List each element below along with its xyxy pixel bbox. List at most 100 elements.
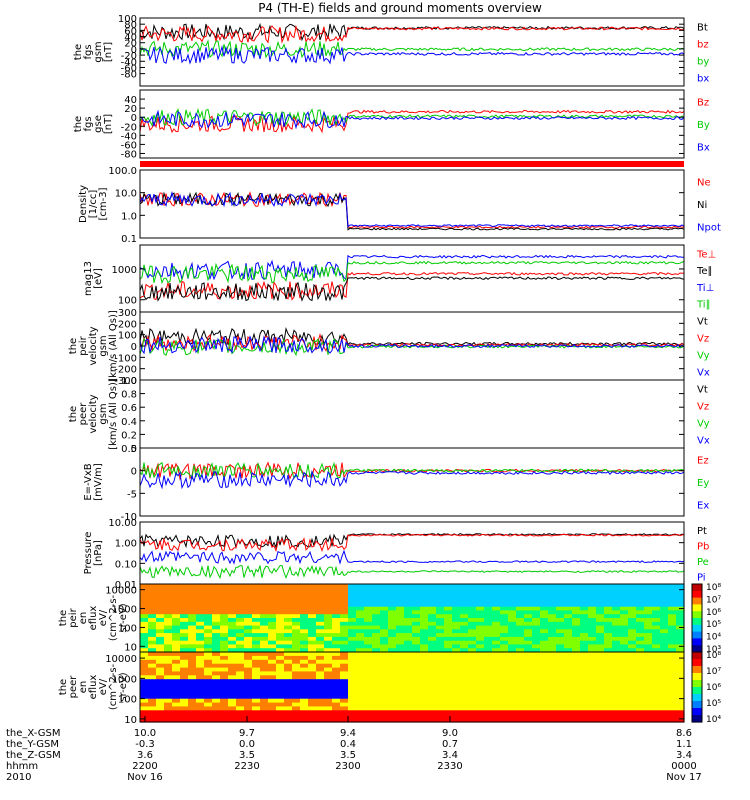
colorbar-cell xyxy=(692,621,702,626)
heatmap-cell xyxy=(540,702,549,708)
heatmap-cell xyxy=(556,584,565,589)
heatmap-cell xyxy=(492,640,501,646)
heatmap-cell xyxy=(604,629,613,634)
heatmap-cell xyxy=(548,671,557,676)
heatmap-cell xyxy=(548,714,557,719)
heatmap-cell xyxy=(196,629,205,634)
heatmap-cell xyxy=(316,706,325,711)
legend-bx: bx xyxy=(697,74,709,85)
heatmap-cell xyxy=(644,629,653,634)
heatmap-cell xyxy=(148,679,157,684)
colorbar-cell xyxy=(692,631,702,636)
heatmap-cell xyxy=(252,610,261,615)
heatmap-cell xyxy=(516,683,525,688)
heatmap-cell xyxy=(388,629,397,634)
heatmap-cell xyxy=(228,710,237,715)
heatmap-cell xyxy=(220,602,229,608)
heatmap-cell xyxy=(404,621,413,627)
heatmap-cell xyxy=(636,683,645,688)
heatmap-cell xyxy=(612,614,621,619)
heatmap-cell xyxy=(300,610,309,615)
legend-Vt: Vt xyxy=(697,385,708,396)
heatmap-cell xyxy=(228,633,237,638)
heatmap-cell xyxy=(380,587,389,593)
heatmap-cell xyxy=(500,659,509,665)
heatmap-cell xyxy=(612,710,621,715)
heatmap-cell xyxy=(356,644,365,649)
heatmap-cell xyxy=(268,718,277,723)
heatmap-cell xyxy=(388,694,397,700)
heatmap-cell xyxy=(204,587,213,593)
heatmap-cell xyxy=(484,702,493,708)
heatmap-cell xyxy=(188,710,197,715)
heatmap-cell xyxy=(564,655,573,661)
heatmap-cell xyxy=(484,714,493,719)
heatmap-cell xyxy=(660,702,669,708)
heatmap-cell xyxy=(532,610,541,615)
heatmap-cell xyxy=(588,584,597,589)
heatmap-cell xyxy=(148,610,157,615)
heatmap-cell xyxy=(204,621,213,627)
y-axis-label: [km/s (All Qs)] xyxy=(108,378,119,450)
heatmap-cell xyxy=(276,702,285,708)
series-line-Vy xyxy=(139,337,685,357)
heatmap-cell xyxy=(332,679,341,684)
heatmap-cell xyxy=(260,591,269,596)
heatmap-cell xyxy=(180,694,189,700)
heatmap-cell xyxy=(268,702,277,708)
heatmap-cell xyxy=(172,629,181,634)
heatmap-cell xyxy=(660,584,669,589)
heatmap-cell xyxy=(516,629,525,634)
heatmap-cell xyxy=(436,714,445,719)
heatmap-cell xyxy=(420,640,429,646)
heatmap-cell xyxy=(140,659,149,665)
heatmap-cell xyxy=(364,587,373,593)
heatmap-cell xyxy=(188,694,197,700)
heatmap-cell xyxy=(468,606,477,612)
heatmap-cell xyxy=(284,694,293,700)
heatmap-cell xyxy=(676,667,685,673)
heatmap-cell xyxy=(268,610,277,615)
heatmap-cell xyxy=(148,591,157,596)
heatmap-cell xyxy=(340,625,349,630)
heatmap-cell xyxy=(540,706,549,711)
heatmap-cell xyxy=(460,687,469,692)
heatmap-cell xyxy=(620,633,629,638)
heatmap-cell xyxy=(396,652,405,657)
heatmap-cell xyxy=(652,625,661,630)
heatmap-cell xyxy=(156,718,165,723)
heatmap-cell xyxy=(204,667,213,673)
heatmap-cell xyxy=(636,671,645,676)
heatmap-cell xyxy=(220,636,229,642)
heatmap-cell xyxy=(436,679,445,684)
heatmap-cell xyxy=(420,614,429,619)
heatmap-cell xyxy=(460,675,469,680)
heatmap-cell xyxy=(164,614,173,619)
heatmap-cell xyxy=(196,591,205,596)
heatmap-cell xyxy=(508,633,517,638)
heatmap-cell xyxy=(452,718,461,723)
heatmap-cell xyxy=(436,671,445,676)
heatmap-cell xyxy=(668,606,677,612)
heatmap-cell xyxy=(580,587,589,593)
heatmap-cell xyxy=(548,710,557,715)
heatmap-cell xyxy=(572,610,581,615)
heatmap-cell xyxy=(484,706,493,711)
heatmap-cell xyxy=(252,629,261,634)
heatmap-cell xyxy=(172,655,181,661)
heatmap-cell xyxy=(540,718,549,723)
heatmap-cell xyxy=(244,718,253,723)
heatmap-cell xyxy=(380,584,389,589)
heatmap-cell xyxy=(564,633,573,638)
heatmap-cell xyxy=(476,694,485,700)
heatmap-cell xyxy=(188,687,197,692)
heatmap-cell xyxy=(252,621,261,627)
heatmap-cell xyxy=(140,710,149,715)
y-tick-label: -200 xyxy=(114,365,137,376)
heatmap-cell xyxy=(492,671,501,676)
heatmap-cell xyxy=(660,606,669,612)
heatmap-cell xyxy=(452,610,461,615)
heatmap-cell xyxy=(524,710,533,715)
heatmap-cell xyxy=(212,614,221,619)
